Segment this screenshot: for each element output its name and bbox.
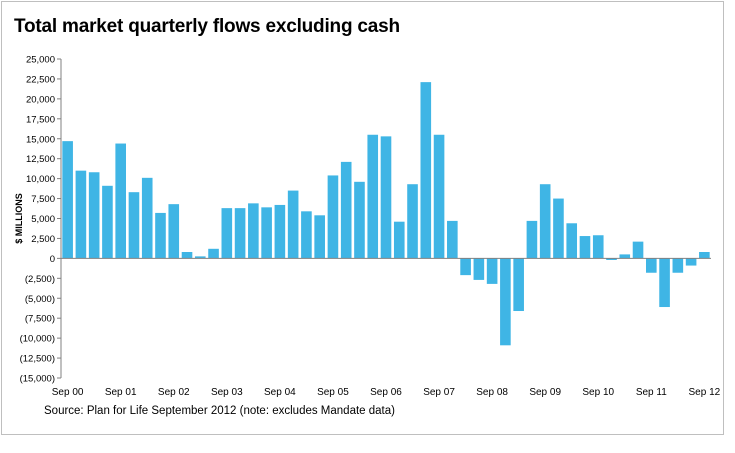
y-tick-label: 12,500 bbox=[26, 154, 55, 165]
y-tick-label: 2,500 bbox=[31, 234, 55, 245]
bar bbox=[221, 208, 233, 259]
bar bbox=[447, 220, 458, 259]
x-tick-label: Sep 08 bbox=[476, 387, 508, 398]
chart-frame bbox=[1, 1, 724, 435]
bar bbox=[115, 143, 126, 259]
y-tick-label: (15,000) bbox=[20, 374, 55, 385]
y-tick-label: 15,000 bbox=[26, 134, 55, 145]
y-tick-label: (7,500) bbox=[25, 314, 55, 325]
bar bbox=[88, 172, 100, 259]
x-tick-label: Sep 07 bbox=[423, 387, 455, 398]
x-tick-label: Sep 00 bbox=[52, 387, 84, 398]
x-tick-label: Sep 03 bbox=[211, 387, 243, 398]
y-tick-label: 0 bbox=[50, 254, 55, 265]
bar bbox=[433, 134, 445, 259]
bar bbox=[287, 190, 299, 259]
chart-title: Total market quarterly flows excluding c… bbox=[14, 16, 400, 37]
bar bbox=[699, 252, 710, 259]
x-tick-label: Sep 01 bbox=[105, 387, 137, 398]
bar bbox=[526, 220, 538, 259]
bar bbox=[513, 258, 524, 312]
bar bbox=[486, 258, 498, 284]
bar bbox=[314, 215, 325, 259]
bar bbox=[234, 208, 246, 259]
x-tick-label: Sep 06 bbox=[370, 387, 402, 398]
bar bbox=[274, 204, 286, 259]
x-tick-label: Sep 11 bbox=[636, 387, 667, 398]
bar bbox=[261, 207, 272, 259]
bar bbox=[407, 184, 418, 259]
bar bbox=[632, 241, 644, 259]
bar bbox=[659, 258, 670, 308]
bar bbox=[194, 256, 206, 259]
bar bbox=[354, 181, 365, 259]
bar bbox=[393, 221, 405, 259]
bar bbox=[539, 184, 551, 259]
bar bbox=[672, 258, 684, 273]
y-axis-title: $ MILLIONS bbox=[14, 193, 24, 244]
y-tick-label: 7,500 bbox=[31, 194, 55, 205]
bar bbox=[248, 203, 259, 259]
bar bbox=[141, 177, 153, 259]
bar bbox=[181, 252, 193, 259]
chart-source-note: Source: Plan for Life September 2012 (no… bbox=[44, 405, 395, 417]
bar bbox=[553, 198, 564, 259]
bar bbox=[566, 223, 578, 259]
x-tick-label: Sep 10 bbox=[582, 387, 614, 398]
bar bbox=[473, 258, 485, 280]
bar bbox=[579, 236, 591, 259]
bar bbox=[685, 258, 697, 266]
bar bbox=[128, 192, 140, 259]
bar bbox=[592, 235, 604, 259]
bar bbox=[500, 258, 511, 346]
x-tick-label: Sep 09 bbox=[529, 387, 561, 398]
bar bbox=[102, 185, 113, 259]
bar bbox=[340, 161, 352, 259]
y-tick-label: (5,000) bbox=[25, 294, 55, 305]
bar bbox=[301, 211, 312, 259]
y-tick-label: 10,000 bbox=[26, 174, 55, 185]
bar bbox=[420, 82, 432, 259]
bar bbox=[62, 141, 73, 259]
x-tick-label: Sep 05 bbox=[317, 387, 349, 398]
y-tick-label: 17,500 bbox=[26, 114, 55, 125]
bar bbox=[155, 212, 166, 259]
y-tick-label: 5,000 bbox=[31, 214, 55, 225]
x-tick-label: Sep 12 bbox=[689, 387, 721, 398]
x-tick-label: Sep 02 bbox=[158, 387, 190, 398]
x-tick-label: Sep 04 bbox=[264, 387, 296, 398]
y-tick-label: (2,500) bbox=[25, 274, 55, 285]
bar bbox=[646, 258, 657, 273]
y-tick-label: 20,000 bbox=[26, 94, 55, 105]
y-tick-label: 22,500 bbox=[26, 74, 55, 85]
bar bbox=[380, 136, 392, 259]
bar bbox=[168, 204, 180, 259]
bar bbox=[460, 258, 471, 276]
y-tick-label: (12,500) bbox=[20, 354, 55, 365]
bar bbox=[208, 248, 219, 259]
bar bbox=[606, 258, 617, 260]
bar bbox=[367, 134, 379, 259]
bar bbox=[619, 254, 631, 259]
bar bbox=[327, 175, 339, 259]
y-tick-label: 25,000 bbox=[26, 55, 55, 66]
y-tick-label: (10,000) bbox=[20, 334, 55, 345]
bar bbox=[75, 170, 87, 259]
